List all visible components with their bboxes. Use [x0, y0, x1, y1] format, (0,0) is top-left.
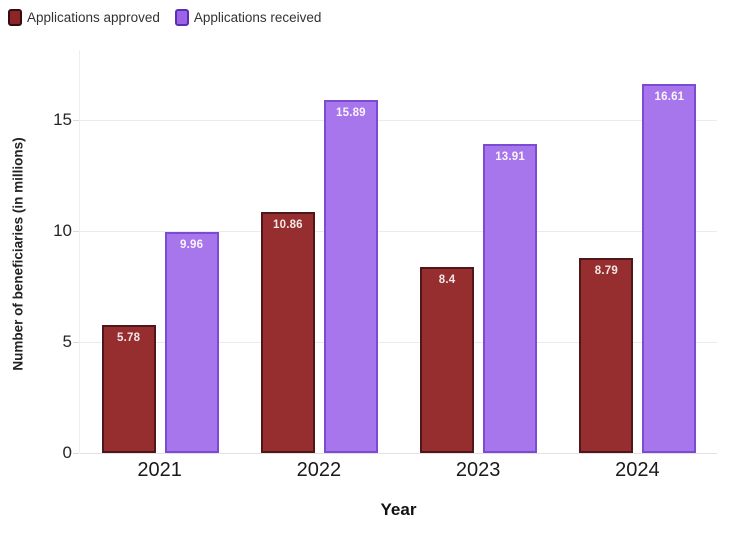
legend-label: Applications approved — [27, 9, 160, 25]
y-tick-mark — [73, 453, 79, 454]
legend-item-received: Applications received — [174, 9, 322, 26]
legend-label: Applications received — [193, 9, 322, 25]
y-tick-mark — [73, 120, 79, 121]
bar-value-label: 15.89 — [336, 107, 366, 119]
bar-approved-2021: 5.78 — [101, 325, 156, 453]
bar-received-2023: 13.91 — [483, 144, 538, 453]
bar-received-2024: 16.61 — [642, 84, 697, 453]
bar-value-label: 8.79 — [594, 265, 618, 277]
y-axis-line — [79, 50, 80, 453]
bar-approved-2024: 8.79 — [579, 258, 634, 453]
y-axis-title: Number of beneficiaries (in millions) — [10, 137, 26, 371]
y-tick-label: 0 — [62, 443, 72, 462]
x-tick-label-2022: 2022 — [296, 459, 342, 481]
x-tick-label-2021: 2021 — [137, 459, 182, 481]
y-tick-label: 15 — [53, 110, 72, 129]
bar-value-label: 8.4 — [438, 274, 456, 286]
gridline-y5 — [80, 342, 717, 343]
bar-value-label: 16.61 — [654, 91, 685, 103]
plot-area: 5.78 9.96 10.86 15.89 8.4 13.91 8.79 16.61 — [79, 50, 717, 454]
y-tick-mark — [73, 342, 79, 343]
bar-value-label: 13.91 — [495, 151, 525, 163]
legend-swatch-icon — [8, 9, 22, 26]
y-tick-label: 10 — [53, 221, 72, 240]
bar-value-label: 10.86 — [273, 219, 303, 231]
x-axis-title: Year — [380, 500, 417, 519]
bar-value-label: 9.96 — [180, 239, 204, 251]
legend-swatch-icon — [174, 9, 189, 26]
y-tick-label: 5 — [62, 332, 72, 351]
y-tick-mark — [73, 231, 79, 232]
bar-approved-2022: 10.86 — [260, 212, 315, 453]
x-tick-label-2023: 2023 — [455, 459, 501, 481]
bar-approved-2023: 8.4 — [420, 267, 475, 453]
chart-legend: Applications approved Applications receiv… — [8, 9, 321, 26]
x-axis-baseline — [80, 453, 717, 454]
bar-received-2022: 15.89 — [323, 100, 378, 453]
bar-value-label: 5.78 — [117, 332, 141, 344]
gridline-y15 — [80, 120, 717, 121]
gridline-y10 — [80, 231, 717, 232]
x-tick-label-2024: 2024 — [615, 459, 660, 481]
legend-item-approved: Applications approved — [8, 9, 160, 26]
bar-received-2021: 9.96 — [164, 232, 219, 453]
